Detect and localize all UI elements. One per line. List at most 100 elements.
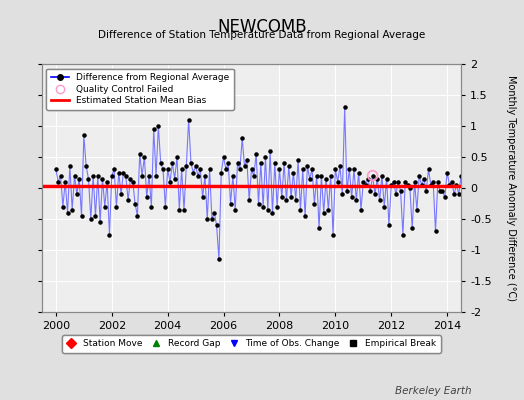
Point <box>399 231 407 238</box>
Point <box>289 169 298 176</box>
Point <box>266 148 275 154</box>
Point <box>331 166 340 173</box>
Point <box>291 197 300 204</box>
Point <box>280 160 288 166</box>
Point <box>86 216 95 222</box>
Point <box>366 188 375 194</box>
Point <box>345 166 354 173</box>
Point <box>241 163 249 170</box>
Point <box>59 203 67 210</box>
Point <box>189 169 198 176</box>
Point <box>70 172 79 179</box>
Point <box>178 166 186 173</box>
Point <box>326 172 335 179</box>
Point <box>476 172 484 179</box>
Point <box>257 160 265 166</box>
Point <box>285 163 293 170</box>
Point <box>278 194 286 200</box>
Point <box>103 178 111 185</box>
Point <box>222 166 230 173</box>
Point <box>420 176 428 182</box>
Point <box>427 182 435 188</box>
Point <box>385 222 393 228</box>
Point <box>394 178 402 185</box>
Point <box>112 203 121 210</box>
Point <box>220 154 228 160</box>
Point <box>424 166 433 173</box>
Point <box>157 160 165 166</box>
Point <box>436 188 444 194</box>
Point <box>473 178 482 185</box>
Point <box>84 176 93 182</box>
Point <box>163 166 172 173</box>
Point <box>417 182 425 188</box>
Point <box>217 169 225 176</box>
Point <box>228 172 237 179</box>
Point <box>233 160 242 166</box>
Point <box>205 166 214 173</box>
Point <box>273 203 281 210</box>
Point <box>210 210 219 216</box>
Point <box>143 194 151 200</box>
Point <box>124 197 132 204</box>
Point <box>434 178 442 185</box>
Point <box>368 172 377 179</box>
Point <box>450 191 458 197</box>
Point <box>354 169 363 176</box>
Point <box>441 194 449 200</box>
Point <box>105 231 114 238</box>
Point <box>268 210 277 216</box>
Point <box>341 104 349 110</box>
Point <box>403 182 412 188</box>
Point <box>259 203 267 210</box>
Point <box>287 194 296 200</box>
Y-axis label: Monthly Temperature Anomaly Difference (°C): Monthly Temperature Anomaly Difference (… <box>506 75 516 301</box>
Point <box>175 206 183 213</box>
Point <box>389 178 398 185</box>
Point <box>282 197 291 204</box>
Point <box>455 191 463 197</box>
Point <box>422 188 430 194</box>
Point <box>373 176 381 182</box>
Point <box>392 191 400 197</box>
Point <box>94 172 102 179</box>
Point <box>413 206 421 213</box>
Point <box>199 194 207 200</box>
Legend: Difference from Regional Average, Quality Control Failed, Estimated Station Mean: Difference from Regional Average, Qualit… <box>47 68 234 110</box>
Point <box>110 166 118 173</box>
Point <box>357 206 365 213</box>
Point <box>119 169 128 176</box>
Point <box>371 191 379 197</box>
Point <box>138 172 146 179</box>
Point <box>101 203 109 210</box>
Point <box>380 203 388 210</box>
Point <box>226 200 235 207</box>
Point <box>457 172 465 179</box>
Point <box>468 247 477 253</box>
Point <box>320 210 328 216</box>
Point <box>429 178 438 185</box>
Point <box>350 166 358 173</box>
Point <box>115 169 123 176</box>
Point <box>168 160 177 166</box>
Point <box>254 200 263 207</box>
Point <box>91 213 100 219</box>
Point <box>82 163 90 170</box>
Point <box>310 200 319 207</box>
Point <box>66 163 74 170</box>
Point <box>122 172 130 179</box>
Point <box>80 132 88 138</box>
Point <box>154 123 162 129</box>
Point <box>294 157 302 163</box>
Point <box>324 206 333 213</box>
Point <box>249 172 258 179</box>
Point <box>462 188 470 194</box>
Point <box>243 157 251 163</box>
Legend: Station Move, Record Gap, Time of Obs. Change, Empirical Break: Station Move, Record Gap, Time of Obs. C… <box>62 335 441 353</box>
Point <box>445 182 454 188</box>
Point <box>75 176 83 182</box>
Point <box>447 178 456 185</box>
Text: Difference of Station Temperature Data from Regional Average: Difference of Station Temperature Data f… <box>99 30 425 40</box>
Point <box>184 117 193 123</box>
Point <box>378 172 386 179</box>
